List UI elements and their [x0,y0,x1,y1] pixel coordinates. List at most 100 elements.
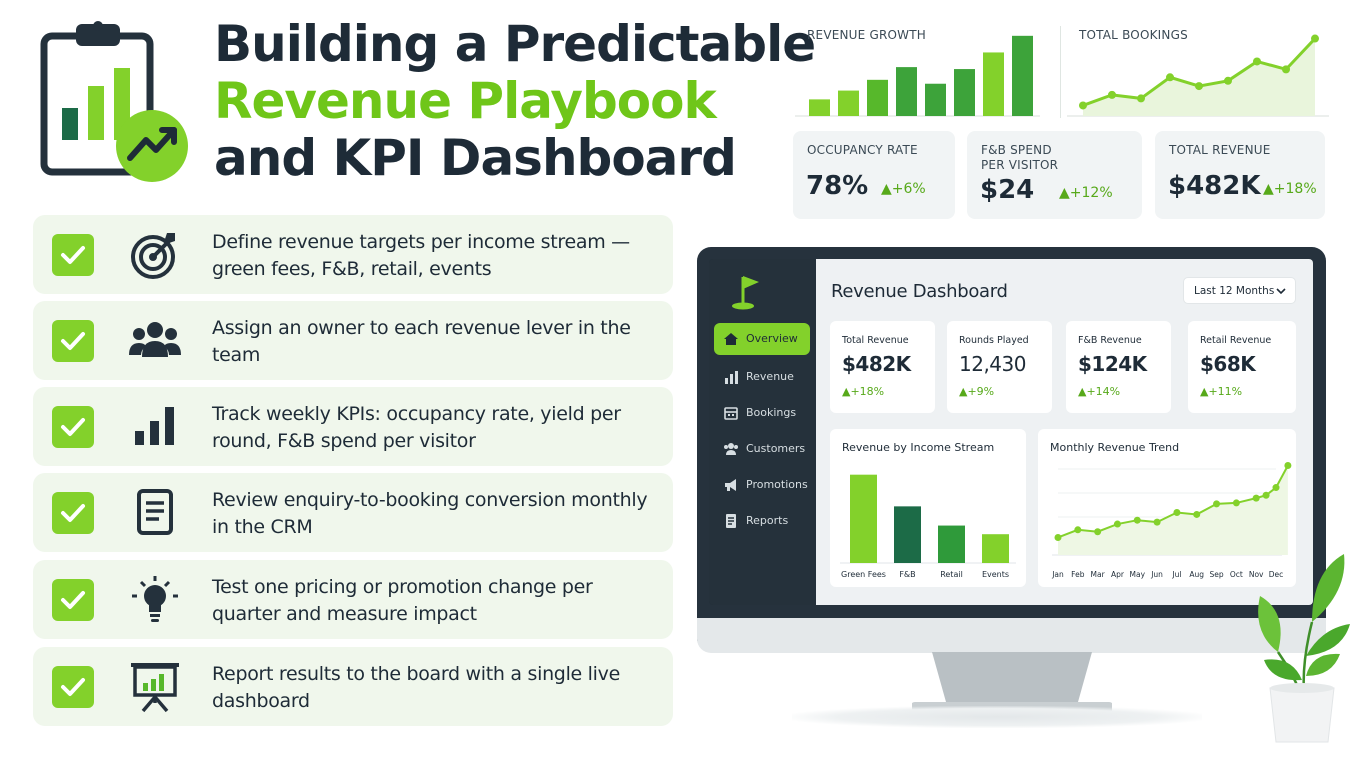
income-stream-tick-label: Green Fees [841,570,886,579]
trend-point [1213,500,1221,508]
nav-item-revenue[interactable]: Revenue [714,361,810,393]
revenue-growth-bar [867,79,888,116]
metric-card-total-revenue: Total Revenue $482K ▲+18% [830,321,935,413]
check-icon [52,406,94,448]
bookings-point [1195,82,1203,91]
total-bookings-title: TOTAL BOOKINGS [1079,28,1188,42]
metric-card-retail-revenue: Retail Revenue $68K ▲+11% [1188,321,1296,413]
home-icon [724,333,738,345]
total-bookings-plot [1067,34,1329,117]
income-stream-tick-label: Events [982,570,1009,579]
trend-point [1193,510,1201,518]
revenue-growth-chart: REVENUE GROWTH [795,24,1040,120]
metric-delta: ▲+9% [959,385,994,398]
monthly-trend-panel: Jan Feb Mar Apr May Jun Jul Aug Sep Oct Nov Dec Mon… [1038,429,1296,587]
nav-item-reports[interactable]: Reports [714,505,810,537]
total-bookings-chart: TOTAL BOOKINGS [1067,24,1329,120]
dashboard-screen: Overview Revenue Bookings Customers Prom… [709,259,1313,605]
trend-point [1252,494,1260,502]
kpi-tile-occupancy: OCCUPANCY RATE 78% ▲+6% [793,131,955,219]
check-icon [52,666,94,708]
nav-label: Customers [746,442,806,455]
revenue-growth-bar [954,69,975,116]
bookings-point [1079,101,1087,110]
trend-point [1272,484,1280,492]
bar-chart-icon [725,371,738,384]
document-icon [137,489,173,535]
kpi-label-line-2: PER VISITOR [981,158,1059,172]
nav-item-bookings[interactable]: Bookings [714,397,810,429]
up-arrow-icon: ▲ [842,385,851,398]
check-icon [52,492,94,534]
checklist-text: Report results to the board with a singl… [212,663,620,712]
metric-value: $68K [1200,352,1256,376]
users-icon [724,443,738,455]
revenue-growth-plot [795,35,1040,117]
metric-value: $124K [1078,352,1147,376]
bookings-point [1282,65,1290,74]
nav-item-promotions[interactable]: Promotions [714,469,810,501]
bookings-point [1137,94,1145,103]
income-stream-bar [850,474,877,563]
chevron-down-icon [1276,288,1286,295]
month-tick-label: Jan [1051,570,1064,579]
month-tick-label: Dec [1269,570,1284,579]
revenue-growth-title: REVENUE GROWTH [807,28,926,42]
nav-item-customers[interactable]: Customers [714,433,810,465]
metric-label: Total Revenue [842,335,909,346]
lightbulb-icon [132,576,178,622]
monthly-trend-chart: Jan Feb Mar Apr May Jun Jul Aug Sep Oct Nov Dec [1051,461,1292,579]
income-stream-tick-label: Retail [940,570,963,579]
bookings-point [1253,57,1261,66]
golf-flag-logo [732,276,759,310]
stand-shadow [792,706,1202,728]
title-line-1: Building a Predictable [214,15,816,73]
clipboard-chart-icon [40,21,188,182]
nav-label: Revenue [746,370,794,383]
bookings-point [1166,73,1174,82]
metric-value: 12,430 [959,352,1026,376]
month-tick-label: Oct [1230,570,1243,579]
bookings-point [1224,76,1232,85]
metric-delta: ▲+14% [1078,385,1120,398]
date-range-select[interactable]: Last 12 Months [1183,277,1296,304]
month-tick-label: May [1130,570,1146,579]
nav-item-overview[interactable]: Overview [714,323,810,355]
kpi-delta: ▲+12% [1059,185,1113,201]
metric-value: $482K [842,352,911,376]
trend-point [1284,461,1292,469]
trend-point [1133,516,1141,524]
bookings-area [1083,38,1315,117]
title-line-3: and KPI Dashboard [214,129,737,187]
month-tick-label: Aug [1189,570,1204,579]
up-arrow-icon: ▲ [1263,181,1274,197]
kpi-delta-value: +12% [1069,185,1113,201]
metric-card-fnb-revenue: F&B Revenue $124K ▲+14% [1066,321,1171,413]
checklist-item: Track weekly KPIs: occupancy rate, yield… [33,387,673,466]
bar-chart-icon [135,407,174,445]
up-arrow-icon: ▲ [1200,385,1209,398]
kpi-delta: ▲+18% [1263,181,1317,197]
checklist-text: Track weekly KPIs: occupancy rate, yield… [212,403,621,452]
presentation-icon [131,663,179,713]
month-tick-label: Sep [1209,570,1223,579]
kpi-label: F&B SPEND PER VISITOR [981,143,1058,173]
trend-point [1054,533,1062,541]
metric-delta-value: +14% [1086,385,1121,398]
kpi-label-line-1: F&B SPEND [981,143,1052,157]
date-range-value: Last 12 Months [1194,285,1275,297]
checklist-item: Test one pricing or promotion change per… [33,560,673,639]
month-tick-label: Jun [1150,570,1163,579]
kpi-value: $24 [980,175,1035,205]
income-stream-bar [894,506,921,563]
check-icon [52,579,94,621]
month-tick-label: Apr [1111,570,1125,579]
income-stream-bar [982,534,1009,563]
trend-point [1262,491,1270,499]
metric-delta-value: +9% [967,385,995,398]
potted-plant-decoration [1258,554,1350,743]
nav-label: Promotions [746,478,808,491]
checklist-item: Report results to the board with a singl… [33,647,673,726]
income-stream-bar [938,525,965,563]
trend-point [1153,518,1161,526]
